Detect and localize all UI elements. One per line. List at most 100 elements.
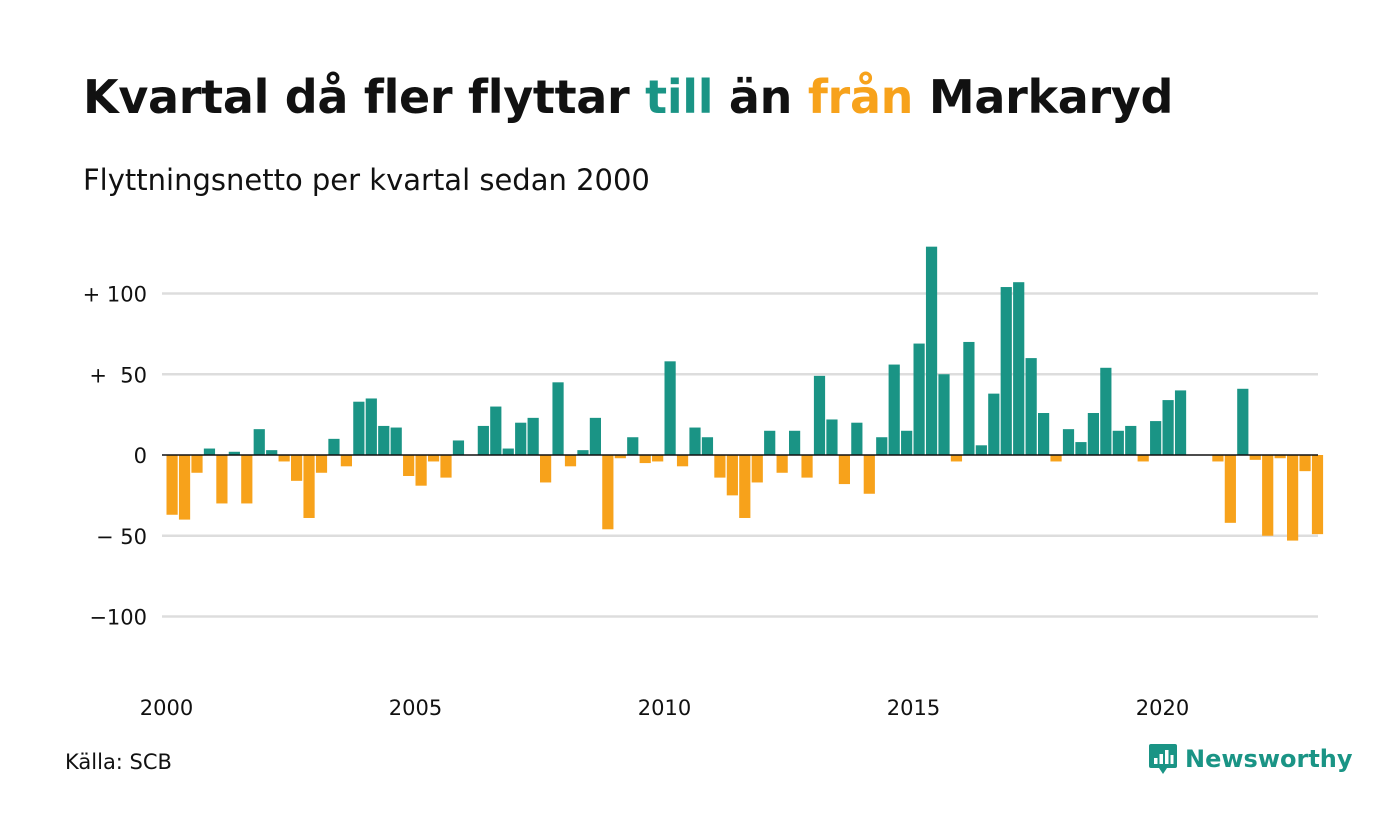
bar-2008K1	[564, 455, 577, 467]
bar-2017K3	[1038, 413, 1050, 455]
bar-2023K1	[1311, 455, 1324, 535]
bar-2018K2	[1075, 442, 1087, 455]
bar-2007K2	[527, 417, 539, 455]
x-axis-labels: 2000 2005 2010 2015 2020	[140, 696, 1189, 720]
brand-name: Newsworthy	[1185, 745, 1353, 773]
x-tick-label: 2005	[389, 696, 442, 720]
bar-2016K1	[963, 341, 975, 455]
y-tick-label: + 100	[83, 283, 147, 307]
bar-2005K1	[415, 455, 427, 486]
bar-2014K1	[863, 455, 875, 494]
bar-2008K3	[589, 417, 601, 455]
bar-2011K4	[751, 455, 763, 483]
bar-2006K2	[477, 425, 489, 455]
title-part-2: än	[713, 70, 808, 124]
y-tick-label: − 50	[96, 525, 147, 549]
bar-2022K4	[1299, 455, 1311, 472]
newsworthy-logo-icon	[1149, 744, 1177, 774]
bar-2012K4	[801, 455, 813, 478]
bar-2010K3	[689, 427, 701, 455]
bar-2009K4	[652, 455, 664, 462]
bar-2019K4	[1150, 421, 1162, 455]
bar-2015K4	[950, 455, 963, 462]
bar-2013K3	[838, 455, 850, 485]
chart-subtitle: Flyttningsnetto per kvartal sedan 2000	[83, 163, 650, 197]
bar-2018K4	[1100, 367, 1112, 455]
bar-2015K1	[913, 343, 925, 455]
bar-2000K2	[178, 455, 191, 520]
bar-2022K3	[1287, 455, 1299, 541]
bar-2014K4	[901, 430, 913, 455]
bar-2018K3	[1087, 413, 1099, 455]
brand-logo: Newsworthy	[1148, 742, 1353, 776]
bar-2000K3	[191, 455, 203, 473]
y-tick-label: 0	[134, 444, 147, 468]
bar-2016K3	[988, 393, 1000, 455]
bar-2005K2	[427, 455, 440, 462]
bar-2004K1	[365, 398, 377, 455]
bar-2004K4	[403, 455, 415, 476]
bar-2001K3	[241, 455, 253, 504]
bar-2021K1	[1212, 455, 1224, 462]
bar-2017K4	[1050, 455, 1062, 462]
bar-2001K1	[216, 455, 228, 504]
bar-2022K2	[1274, 455, 1286, 459]
bar-2021K2	[1224, 455, 1236, 523]
bar-2020K1	[1162, 400, 1174, 455]
bar-2021K3	[1237, 388, 1249, 455]
bar-2001K4	[253, 429, 265, 455]
bar-2014K3	[888, 364, 900, 455]
x-tick-label: 2000	[140, 696, 193, 720]
bar-2004K2	[378, 425, 390, 455]
bar-2016K2	[975, 445, 987, 455]
bar-2015K2	[925, 246, 938, 455]
grid-lines	[162, 292, 1318, 618]
bar-2000K1	[166, 455, 178, 515]
bar-2003K4	[353, 401, 365, 455]
bar-2005K3	[440, 455, 452, 478]
chart-title: Kvartal då fler flyttar till än från Mar…	[83, 70, 1174, 124]
bar-2011K2	[726, 455, 738, 496]
bar-2015K3	[938, 374, 950, 455]
bar-2013K4	[851, 422, 863, 455]
bar-2005K4	[452, 440, 465, 455]
bar-2017K1	[1013, 282, 1025, 455]
x-tick-label: 2010	[638, 696, 691, 720]
bar-2019K3	[1137, 455, 1149, 462]
y-tick-label: −100	[89, 606, 147, 630]
bar-2002K3	[291, 455, 303, 481]
bar-2014K2	[876, 437, 888, 455]
bar-2010K2	[676, 455, 689, 467]
bar-2022K1	[1262, 455, 1274, 536]
bar-2018K1	[1062, 429, 1075, 455]
bar-2001K2	[228, 451, 240, 455]
bar-2020K2	[1174, 390, 1187, 455]
title-part-1: Kvartal då fler flyttar	[83, 70, 646, 124]
bar-2011K3	[739, 455, 751, 518]
bar-chart: + 100 + 50 0 − 50 −100 2000 2005 2010 2015 2020	[83, 246, 1324, 720]
bar-2021K4	[1249, 455, 1261, 460]
bar-2010K1	[664, 361, 676, 455]
bar-2002K4	[303, 455, 315, 518]
bar-2008K4	[602, 455, 614, 530]
bar-2003K2	[328, 438, 340, 455]
bar-2006K4	[502, 448, 514, 455]
bar-2002K1	[266, 450, 278, 455]
bars	[166, 246, 1324, 541]
x-tick-label: 2020	[1136, 696, 1189, 720]
bar-2007K3	[540, 455, 552, 483]
y-tick-label: + 50	[89, 363, 147, 387]
bar-2000K4	[203, 448, 216, 455]
bar-2007K4	[552, 382, 564, 455]
bar-2011K1	[714, 455, 726, 478]
bar-2008K2	[577, 450, 589, 455]
bar-2013K2	[826, 419, 838, 455]
bar-2009K1	[614, 455, 626, 459]
title-highlight-till: till	[645, 70, 714, 124]
bar-2013K1	[813, 375, 826, 455]
source-label: Källa: SCB	[65, 750, 172, 774]
title-highlight-fran: från	[807, 70, 914, 124]
bar-2009K2	[627, 437, 639, 455]
y-axis-labels: + 100 + 50 0 − 50 −100	[83, 283, 147, 630]
bar-2004K3	[390, 427, 402, 455]
